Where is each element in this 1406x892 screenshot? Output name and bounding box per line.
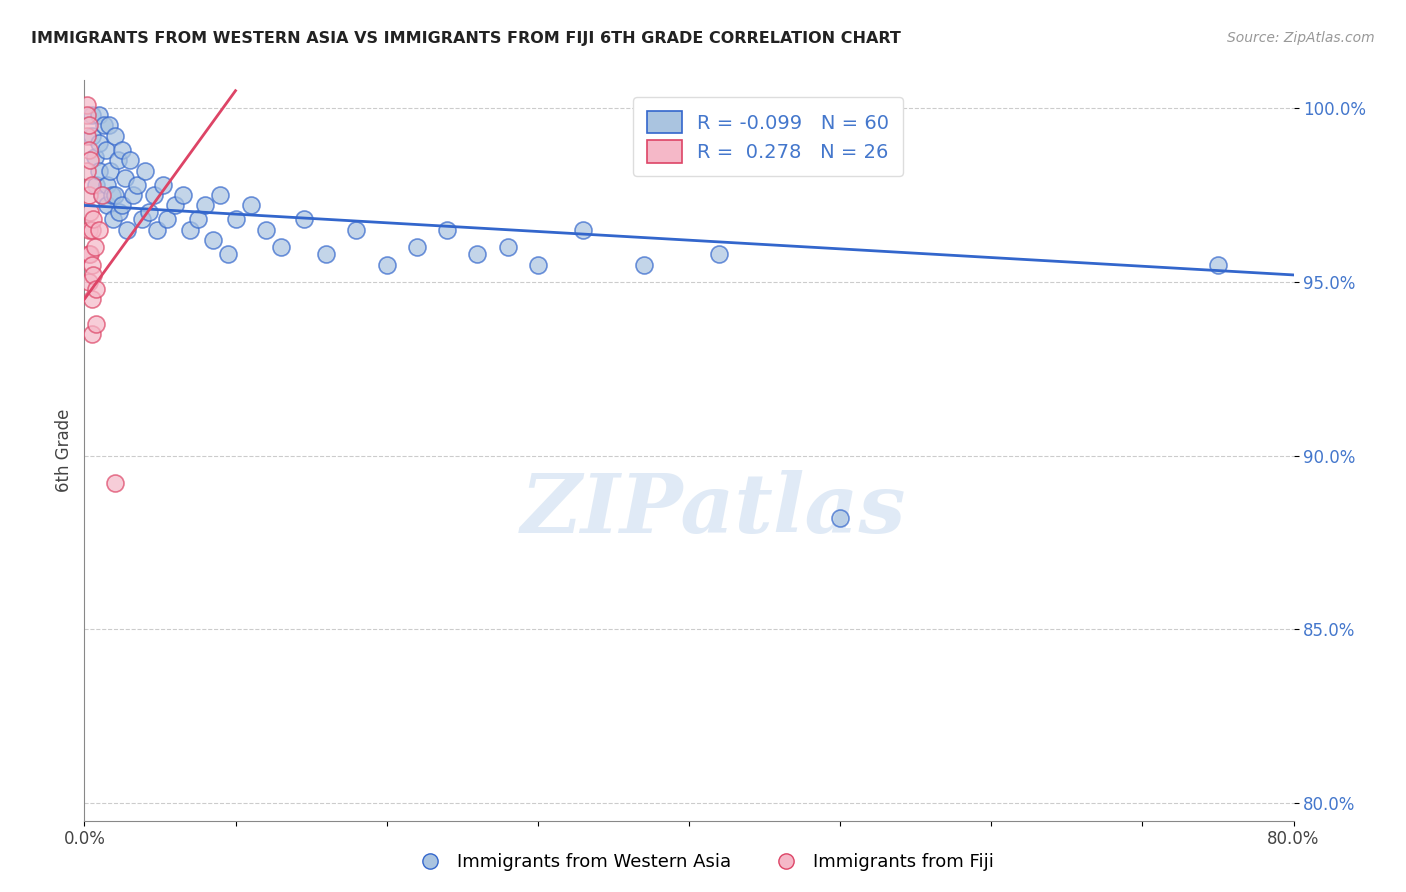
- Point: [77, 143, 100, 157]
- Point: [79, 205, 101, 219]
- Point: [93, 119, 115, 133]
- Point: [80, 178, 103, 192]
- Text: IMMIGRANTS FROM WESTERN ASIA VS IMMIGRANTS FROM FIJI 6TH GRADE CORRELATION CHART: IMMIGRANTS FROM WESTERN ASIA VS IMMIGRAN…: [31, 31, 901, 46]
- Point: [104, 128, 127, 143]
- Point: [201, 233, 224, 247]
- Text: ZIPatlas: ZIPatlas: [520, 470, 905, 549]
- Point: [496, 240, 519, 254]
- Point: [111, 143, 134, 157]
- Point: [114, 170, 136, 185]
- Point: [89, 223, 111, 237]
- Point: [709, 247, 731, 261]
- Point: [80, 292, 103, 306]
- Point: [225, 212, 247, 227]
- Point: [82, 212, 104, 227]
- Point: [77, 188, 100, 202]
- Point: [80, 326, 103, 341]
- Point: [187, 212, 209, 227]
- Point: [633, 258, 655, 272]
- Point: [165, 198, 187, 212]
- Point: [270, 240, 292, 254]
- Point: [375, 258, 398, 272]
- Point: [217, 247, 239, 261]
- Point: [194, 198, 217, 212]
- Point: [77, 119, 100, 133]
- Point: [86, 178, 108, 192]
- Point: [77, 247, 100, 261]
- Point: [118, 153, 141, 168]
- Point: [96, 198, 118, 212]
- Point: [98, 163, 121, 178]
- Point: [76, 163, 98, 178]
- Point: [77, 275, 100, 289]
- Point: [84, 150, 107, 164]
- Point: [131, 212, 153, 227]
- Point: [80, 108, 103, 122]
- Point: [79, 247, 101, 261]
- Legend: R = -0.099   N = 60, R =  0.278   N = 26: R = -0.099 N = 60, R = 0.278 N = 26: [633, 97, 903, 177]
- Legend: Immigrants from Western Asia, Immigrants from Fiji: Immigrants from Western Asia, Immigrants…: [405, 847, 1001, 879]
- Point: [179, 223, 201, 237]
- Point: [406, 240, 429, 254]
- Point: [572, 223, 595, 237]
- Point: [76, 128, 98, 143]
- Point: [86, 317, 108, 331]
- Point: [77, 223, 100, 237]
- Point: [146, 223, 169, 237]
- Point: [254, 223, 277, 237]
- Point: [80, 258, 103, 272]
- Point: [436, 223, 458, 237]
- Point: [142, 188, 165, 202]
- Point: [315, 247, 337, 261]
- Point: [97, 119, 120, 133]
- Point: [79, 153, 101, 168]
- Point: [94, 143, 117, 157]
- Point: [80, 223, 103, 237]
- Point: [152, 178, 174, 192]
- Point: [239, 198, 262, 212]
- Point: [80, 128, 103, 143]
- Point: [209, 188, 232, 202]
- Point: [89, 163, 111, 178]
- Text: Source: ZipAtlas.com: Source: ZipAtlas.com: [1227, 31, 1375, 45]
- Point: [115, 223, 138, 237]
- Point: [91, 188, 114, 202]
- Point: [76, 108, 98, 122]
- Point: [89, 108, 111, 122]
- Point: [104, 188, 127, 202]
- Point: [172, 188, 194, 202]
- Point: [346, 223, 368, 237]
- Point: [107, 153, 129, 168]
- Point: [108, 205, 131, 219]
- Point: [101, 212, 124, 227]
- Point: [111, 198, 134, 212]
- Point: [89, 136, 111, 150]
- Point: [292, 212, 315, 227]
- Point: [134, 163, 156, 178]
- Point: [84, 240, 107, 254]
- Point: [96, 178, 118, 192]
- Y-axis label: 6th Grade: 6th Grade: [55, 409, 73, 492]
- Point: [830, 511, 852, 525]
- Point: [76, 97, 98, 112]
- Point: [82, 268, 104, 282]
- Point: [121, 188, 143, 202]
- Point: [86, 282, 108, 296]
- Point: [91, 188, 114, 202]
- Point: [467, 247, 489, 261]
- Point: [138, 205, 160, 219]
- Point: [1206, 258, 1229, 272]
- Point: [127, 178, 149, 192]
- Point: [104, 476, 127, 491]
- Point: [100, 188, 122, 202]
- Point: [156, 212, 179, 227]
- Point: [527, 258, 550, 272]
